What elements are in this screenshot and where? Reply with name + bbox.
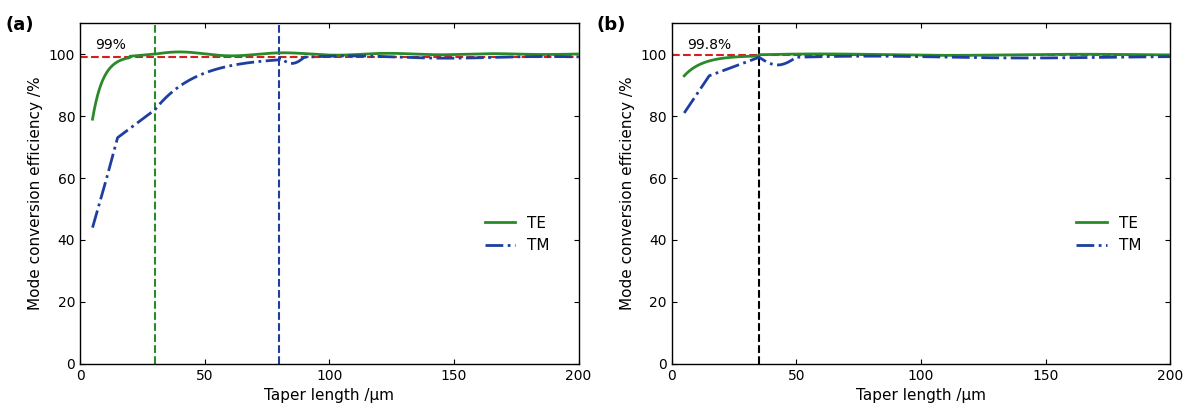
Y-axis label: Mode conversion efficiency /%: Mode conversion efficiency /% (620, 77, 635, 310)
Text: (a): (a) (5, 16, 34, 34)
TM (343, 53, 358, 58)
TM (85, 225, 100, 230)
TM (1060, 55, 1074, 60)
TE (557, 52, 571, 57)
TM (863, 54, 877, 59)
TM (308, 54, 323, 59)
Text: (b): (b) (596, 16, 626, 34)
TM (571, 54, 586, 59)
TE (677, 73, 691, 78)
TM (901, 54, 916, 59)
TE (310, 52, 324, 57)
Y-axis label: Mode conversion efficiency /%: Mode conversion efficiency /% (29, 77, 43, 310)
TE (1060, 52, 1074, 57)
TE (558, 52, 572, 57)
TM (1163, 54, 1177, 59)
Text: 99%: 99% (95, 39, 126, 52)
TE (322, 52, 336, 58)
TM (677, 110, 691, 116)
TE (913, 52, 928, 58)
TM (110, 136, 125, 141)
TE (1150, 52, 1164, 57)
Text: 99.8%: 99.8% (686, 39, 731, 52)
TE (702, 58, 716, 63)
Line: TE: TE (92, 52, 578, 119)
TM (1148, 54, 1163, 59)
TM (468, 55, 482, 60)
TE (85, 117, 100, 122)
Line: TE: TE (684, 54, 1170, 76)
Legend: TE, TM: TE, TM (479, 210, 556, 260)
Line: TM: TM (92, 56, 578, 228)
TE (173, 50, 187, 55)
TE (110, 59, 125, 64)
TE (901, 52, 916, 58)
X-axis label: Taper length /μm: Taper length /μm (264, 388, 395, 403)
TM (558, 54, 572, 59)
TE (1163, 52, 1177, 58)
Legend: TE, TM: TE, TM (1070, 210, 1147, 260)
TE (571, 52, 586, 57)
TM (702, 74, 716, 79)
TM (557, 54, 571, 59)
TE (814, 51, 828, 56)
TE (1148, 52, 1163, 57)
TM (322, 54, 336, 59)
TM (1150, 54, 1164, 59)
TM (913, 54, 928, 59)
X-axis label: Taper length /μm: Taper length /μm (856, 388, 986, 403)
Line: TM: TM (684, 56, 1170, 113)
TE (468, 51, 482, 56)
